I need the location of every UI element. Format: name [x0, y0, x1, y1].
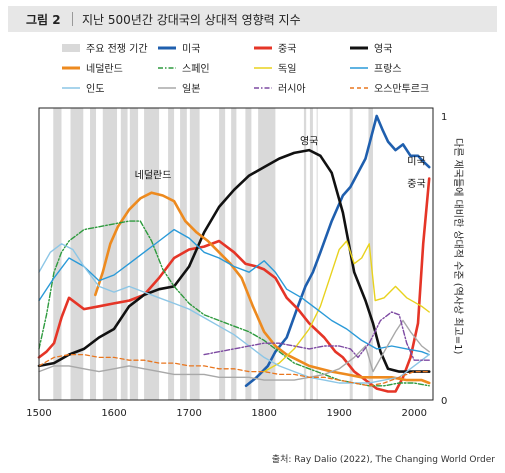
series-lines: [37, 114, 431, 393]
x-tick-label: 1500: [26, 408, 51, 419]
series-line-9: [38, 319, 430, 381]
figure-title: 지난 500년간 강대국의 상대적 영향력 지수: [82, 13, 301, 27]
header-divider: [72, 12, 73, 26]
war-period-band: [231, 108, 237, 400]
war-period-band: [144, 108, 160, 400]
x-tick-label: 1600: [101, 408, 126, 419]
war-period-band: [102, 108, 118, 400]
y-axis-label: 다른 제국들에 대비한 상대적 수준 (역사상 최고=1): [452, 138, 464, 355]
war-period-band: [53, 108, 62, 400]
legend-label-7: 프랑스: [374, 63, 402, 75]
series-line-4: [94, 191, 431, 385]
legend-label-8: 인도: [86, 83, 104, 95]
series-line-3: [37, 148, 431, 373]
series-label-4: 네덜란드: [135, 169, 172, 181]
figure-header: 그림 2 지난 500년간 강대국의 상대적 영향력 지수: [8, 6, 497, 32]
series-line-8: [38, 243, 430, 384]
series-line-7: [38, 228, 430, 356]
x-tick-label: 2000: [402, 408, 427, 419]
war-period-band: [90, 108, 97, 400]
figure-number: 그림 2: [26, 13, 61, 27]
legend-label-1: 미국: [182, 43, 200, 55]
legend-label-2: 중국: [278, 43, 296, 55]
legend-label-3: 영국: [374, 43, 392, 55]
x-tick-label: 1800: [251, 408, 276, 419]
x-tick-label: 1900: [326, 408, 351, 419]
y-tick-label: 0: [441, 396, 447, 407]
y-axis: 01: [441, 112, 447, 407]
war-period-band: [120, 108, 128, 400]
war-period-band: [303, 108, 307, 400]
series-line-1: [244, 114, 431, 388]
war-period-band: [129, 108, 139, 400]
legend-label-9: 일본: [182, 83, 200, 95]
plot-border: [38, 107, 434, 401]
war-period-band: [316, 108, 318, 400]
series-label-3: 영국: [300, 135, 318, 147]
series-label-2: 중국: [407, 178, 425, 190]
legend-label-11: 오스만투르크: [374, 83, 429, 95]
legend-label-4: 네덜란드: [86, 63, 123, 75]
war-period-band: [309, 108, 313, 400]
x-axis: 1500 1600 1700 1800 1900 2000: [26, 408, 427, 419]
legend-label-0: 주요 전쟁 기간: [86, 43, 148, 55]
legend-swatch-war: [62, 44, 80, 52]
series-line-6: [263, 240, 430, 373]
series-line-10: [203, 311, 430, 361]
legend-label-5: 스페인: [182, 63, 210, 75]
war-period-band: [245, 108, 252, 400]
war-period-band: [70, 108, 84, 400]
legend-label-6: 독일: [278, 63, 296, 75]
y-tick-label: 1: [441, 112, 447, 123]
legend-label-10: 러시아: [278, 83, 306, 95]
source-note: 출처: Ray Dalio (2022), The Changing World…: [271, 455, 495, 465]
series-label-1: 미국: [407, 155, 425, 167]
war-period-band: [168, 108, 175, 400]
series-line-11: [38, 353, 430, 387]
x-tick-label: 1700: [176, 408, 201, 419]
